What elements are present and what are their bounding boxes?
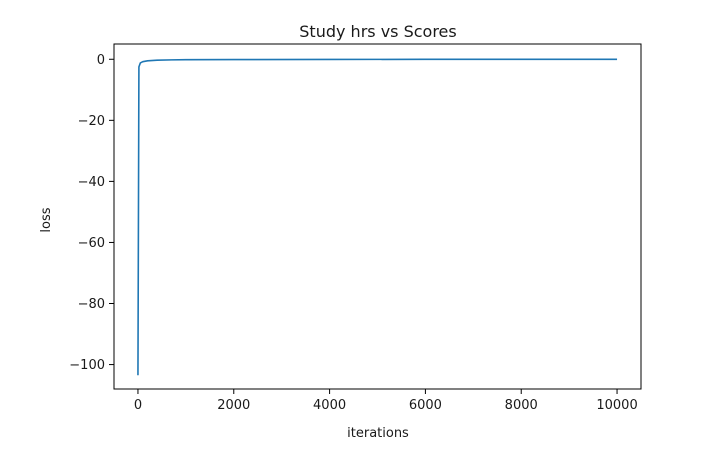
y-tick-label: −20	[78, 114, 105, 129]
y-tick-label: −80	[78, 297, 105, 312]
chart-title: Study hrs vs Scores	[299, 22, 456, 41]
series-layer	[137, 58, 618, 376]
x-tick-label: 10000	[596, 398, 637, 413]
x-tick-label: 0	[134, 398, 142, 413]
y-axis-ticks: 0 −20 −40 −60 −80 −100	[69, 53, 114, 373]
plot-area-frame	[113, 43, 642, 390]
y-tick-label: −60	[78, 236, 105, 251]
y-tick-label: −100	[69, 358, 105, 373]
y-axis-label: loss	[39, 207, 54, 232]
loss-series-line	[137, 58, 618, 376]
x-tick-label: 4000	[313, 398, 346, 413]
x-tick-label: 2000	[217, 398, 250, 413]
x-tick-label: 6000	[409, 398, 442, 413]
x-axis-ticks: 0 2000 4000 6000 8000 10000	[134, 389, 638, 413]
y-tick-label: −40	[78, 175, 105, 190]
x-axis-label: iterations	[347, 426, 409, 441]
x-tick-label: 8000	[505, 398, 538, 413]
y-tick-label: 0	[97, 53, 105, 68]
